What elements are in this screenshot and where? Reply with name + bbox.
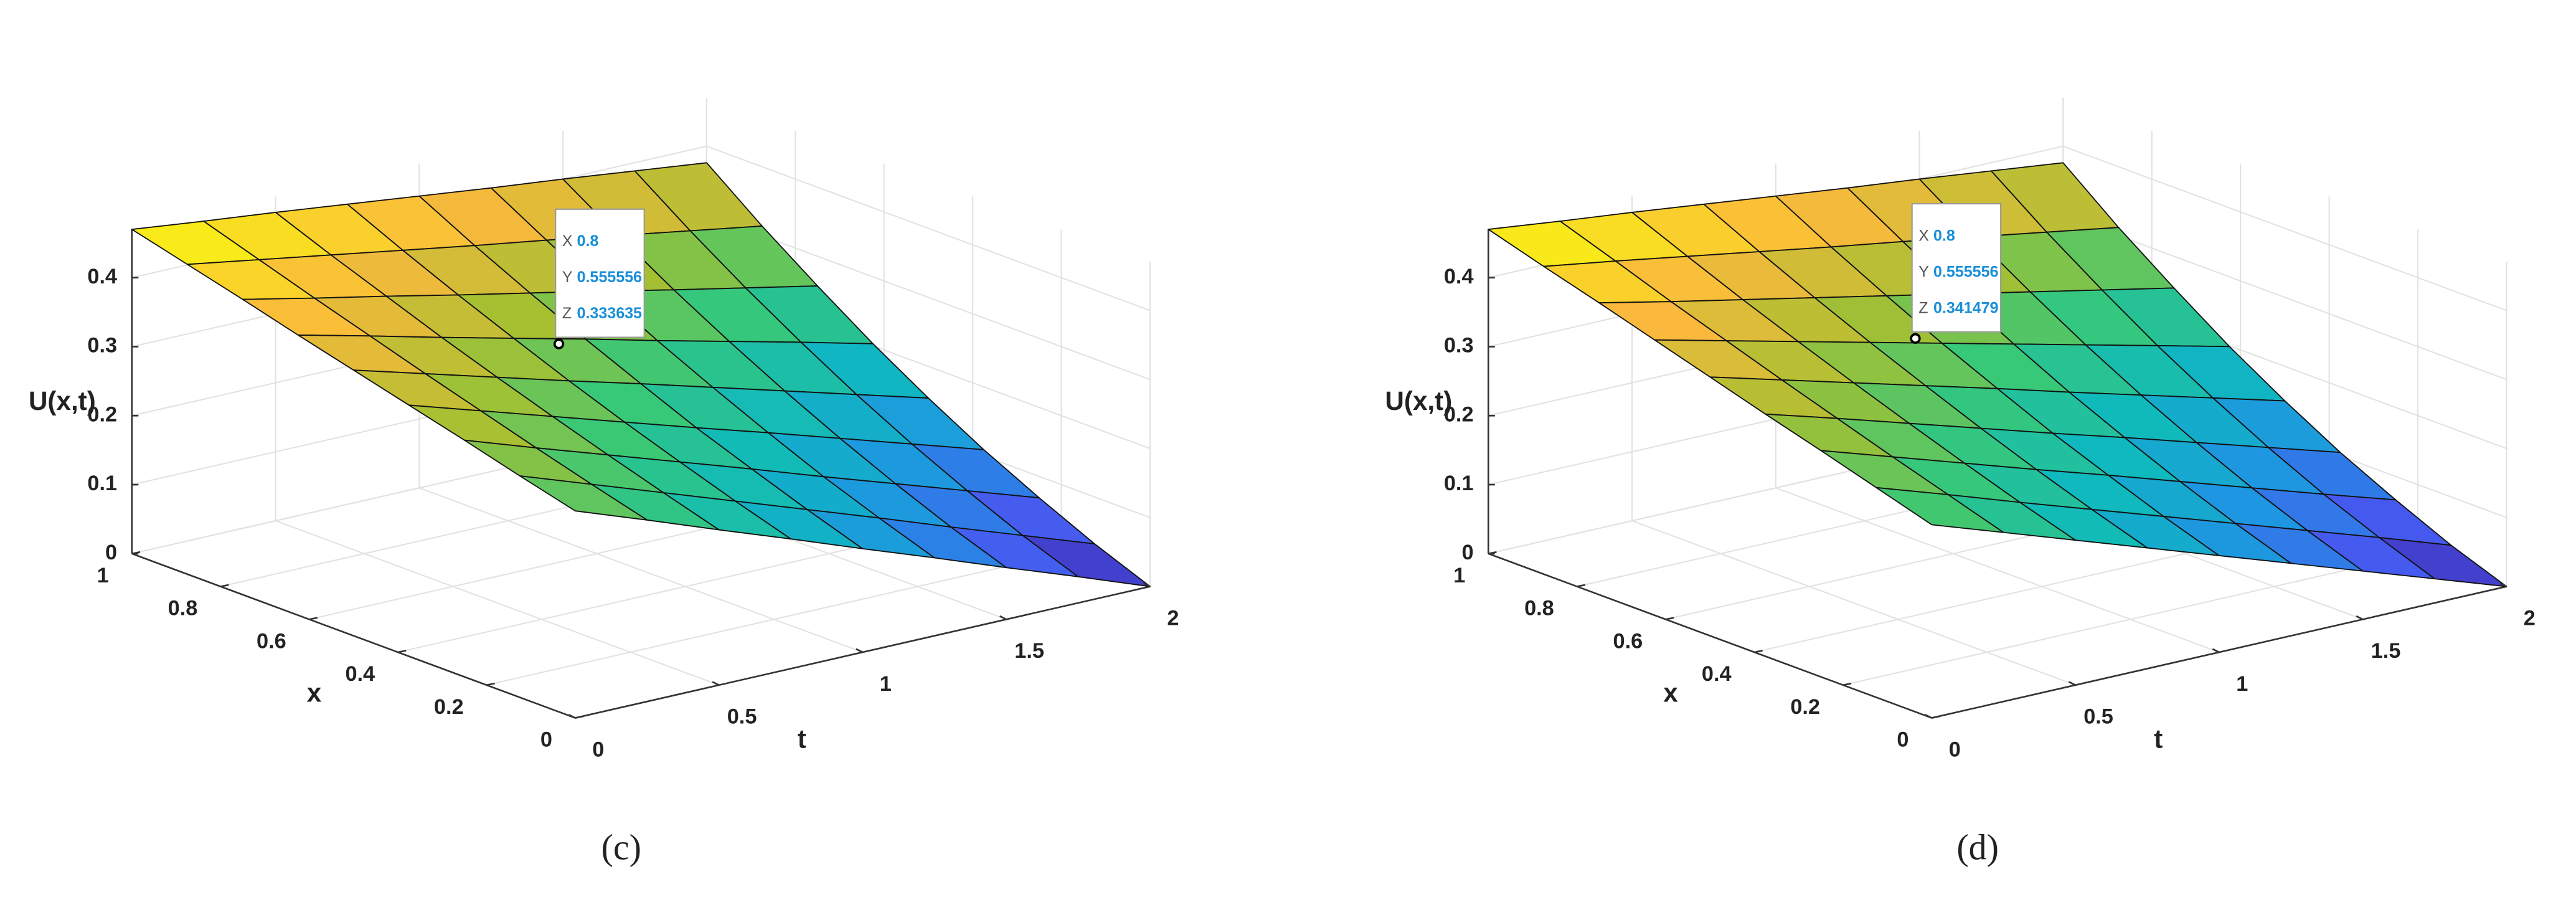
datatip-marker (553, 338, 565, 349)
caption: (c) (602, 827, 641, 867)
caption: (d) (1956, 827, 1999, 867)
datatip-label: X (562, 232, 573, 250)
z-tick-label: 0.2 (87, 402, 117, 426)
z-tick-label: 0 (1461, 541, 1473, 564)
x-tick-label: 0.4 (345, 662, 375, 686)
axis-line (1488, 553, 1932, 719)
x-tick-label: 0.6 (257, 629, 286, 653)
tick-mark (220, 584, 229, 587)
axis-line (131, 553, 576, 719)
surface-patch (2379, 537, 2508, 587)
tick-mark (712, 681, 720, 686)
tick-mark (856, 648, 864, 653)
x-tick-label: 0 (1897, 728, 1908, 752)
tick-mark (1488, 551, 1497, 555)
surface-plot: 00.10.20.30.400.20.40.60.8100.511.52xtU(… (29, 98, 1179, 867)
x-tick-label: 0.6 (1613, 629, 1643, 653)
tick-mark (131, 551, 141, 555)
y-axis-label: t (798, 724, 806, 754)
tick-mark (575, 715, 584, 719)
x-tick-label: 1 (97, 564, 109, 587)
tick-mark (486, 682, 495, 686)
z-axis-label: U(x,t) (1385, 386, 1452, 415)
tick-mark (1143, 582, 1151, 587)
tick-mark (2068, 681, 2076, 686)
datatip-label: Y (562, 268, 573, 286)
datatip-label: Z (1918, 300, 1928, 317)
datatip-value: 0.8 (577, 232, 599, 250)
grid-line (1775, 487, 2220, 653)
y-tick-label: 0 (592, 738, 604, 761)
datatip-value: 0.8 (1933, 227, 1955, 244)
z-tick-label: 0 (105, 541, 117, 564)
x-tick-label: 0.2 (434, 695, 464, 719)
datatip-value: 0.555556 (1933, 263, 1999, 280)
x-tick-label: 1 (1453, 564, 1465, 587)
y-tick-label: 2 (2524, 606, 2536, 630)
x-tick-label: 0 (540, 728, 552, 752)
y-tick-label: 1 (2236, 672, 2248, 696)
z-tick-label: 0.4 (1444, 265, 1474, 288)
z-tick-label: 0.3 (1444, 334, 1474, 358)
grid-line (706, 145, 1151, 311)
grid-line (1631, 520, 2076, 686)
grid-line (706, 214, 1151, 381)
datatip-label: Z (562, 305, 572, 322)
grid-line (418, 487, 863, 653)
grid-line (2062, 145, 2507, 311)
x-axis-label: x (1663, 678, 1678, 708)
tick-mark (1754, 650, 1763, 653)
y-tick-label: 0 (1949, 738, 1961, 761)
datatip-value: 0.341479 (1933, 300, 1998, 317)
x-tick-label: 0.2 (1790, 695, 1820, 719)
y-tick-label: 0.5 (727, 705, 757, 729)
grid-line (275, 520, 720, 686)
tick-mark (2356, 615, 2364, 620)
z-tick-label: 0.1 (87, 472, 117, 495)
y-tick-label: 1.5 (1014, 639, 1044, 663)
tick-mark (397, 650, 407, 653)
surface-patch (1022, 534, 1151, 587)
y-tick-label: 2 (1167, 606, 1179, 630)
x-tick-label: 0.4 (1702, 662, 1732, 686)
tick-mark (309, 617, 318, 620)
tick-mark (1932, 715, 1940, 719)
datatip-box (555, 208, 645, 338)
z-tick-label: 0.2 (1444, 402, 1474, 426)
datatip-marker (1910, 333, 1921, 344)
y-tick-label: 1.5 (2371, 639, 2401, 663)
tick-mark (568, 714, 576, 719)
y-tick-label: 1 (880, 672, 892, 696)
tick-mark (1577, 584, 1586, 587)
tick-mark (2212, 648, 2220, 653)
z-tick-label: 0.4 (87, 265, 117, 288)
x-tick-label: 0.8 (168, 597, 198, 620)
datatip-box (1911, 203, 2002, 333)
z-tick-label: 0.1 (1444, 472, 1474, 495)
grid-line (2062, 214, 2507, 381)
datatip-value: 0.333635 (577, 305, 643, 322)
surface-plot: 00.10.20.30.400.20.40.60.8100.511.52xtU(… (1385, 98, 2536, 867)
y-axis-label: t (2154, 724, 2163, 754)
tick-mark (1925, 714, 1932, 719)
y-tick-label: 0.5 (2083, 705, 2113, 729)
tick-mark (1665, 617, 1674, 620)
datatip-label: X (1918, 227, 1929, 244)
z-tick-label: 0.3 (87, 334, 117, 358)
datatip-label: Y (1918, 263, 1929, 280)
tick-mark (2499, 582, 2508, 587)
x-tick-label: 0.8 (1524, 597, 1554, 620)
z-axis-label: U(x,t) (29, 386, 96, 415)
tick-mark (1842, 682, 1852, 686)
tick-mark (999, 615, 1007, 620)
datatip-value: 0.555556 (577, 268, 643, 286)
x-axis-label: x (307, 678, 322, 708)
